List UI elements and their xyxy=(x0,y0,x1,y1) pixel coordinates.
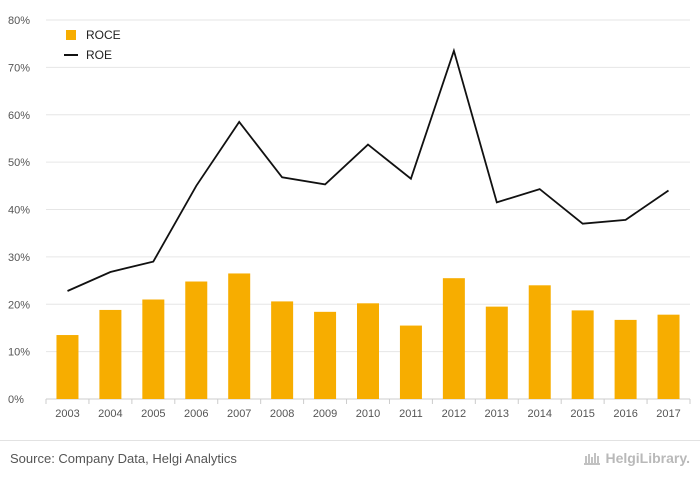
roce-bar xyxy=(185,282,207,399)
legend-swatch-roce xyxy=(66,30,76,40)
x-tick-label: 2006 xyxy=(184,408,208,420)
x-tick-label: 2016 xyxy=(613,408,637,420)
y-tick-label: 0% xyxy=(8,394,24,406)
roce-bar xyxy=(486,307,508,399)
y-tick-label: 70% xyxy=(8,62,30,74)
y-tick-label: 80% xyxy=(8,15,30,27)
y-tick-label: 20% xyxy=(8,299,30,311)
roce-bar xyxy=(615,320,637,399)
x-tick-label: 2012 xyxy=(442,408,466,420)
x-tick-label: 2013 xyxy=(485,408,509,420)
roe-line xyxy=(67,51,668,291)
x-axis: 2003 2004 2005 2006 2007 2008 2009 2010 2011 2012… xyxy=(46,399,690,420)
x-tick-label: 2017 xyxy=(656,408,680,420)
x-tick-label: 2008 xyxy=(270,408,294,420)
x-tick-label: 2005 xyxy=(141,408,165,420)
footer: Source: Company Data, Helgi Analytics He… xyxy=(0,440,700,484)
roce-bar xyxy=(658,315,680,399)
roce-bar xyxy=(529,285,551,399)
x-tick-label: 2007 xyxy=(227,408,251,420)
legend-label-roe: ROE xyxy=(86,48,112,62)
roce-bar xyxy=(314,312,336,399)
roce-bar xyxy=(443,278,465,399)
y-tick-label: 10% xyxy=(8,347,30,359)
x-tick-label: 2015 xyxy=(570,408,594,420)
roce-bar xyxy=(357,303,379,399)
y-axis: 0% 10% 20% 30% 40% 50% 60% 70% 80% xyxy=(8,15,30,406)
x-tick-label: 2010 xyxy=(356,408,380,420)
roce-bar xyxy=(400,326,422,399)
logo-text: HelgiLibrary. xyxy=(605,450,690,466)
x-tick-label: 2011 xyxy=(399,408,423,420)
roce-bar xyxy=(572,310,594,399)
roce-bars xyxy=(56,273,679,399)
helgi-library-logo: HelgiLibrary. xyxy=(583,450,690,466)
legend-label-roce: ROCE xyxy=(86,28,121,42)
roce-bar xyxy=(99,310,121,399)
y-tick-label: 40% xyxy=(8,205,30,217)
library-icon xyxy=(583,450,601,466)
roce-bar xyxy=(142,300,164,399)
roce-bar xyxy=(56,335,78,399)
x-tick-label: 2009 xyxy=(313,408,337,420)
roce-bar xyxy=(228,273,250,399)
x-tick-label: 2004 xyxy=(98,408,122,420)
x-tick-label: 2003 xyxy=(55,408,79,420)
legend: ROCE ROE xyxy=(64,28,121,62)
roce-bar xyxy=(271,301,293,399)
y-tick-label: 60% xyxy=(8,110,30,122)
x-tick-label: 2014 xyxy=(527,408,551,420)
y-tick-label: 50% xyxy=(8,157,30,169)
source-note: Source: Company Data, Helgi Analytics xyxy=(10,451,237,466)
y-tick-label: 30% xyxy=(8,252,30,264)
roe-line-path xyxy=(68,51,669,291)
